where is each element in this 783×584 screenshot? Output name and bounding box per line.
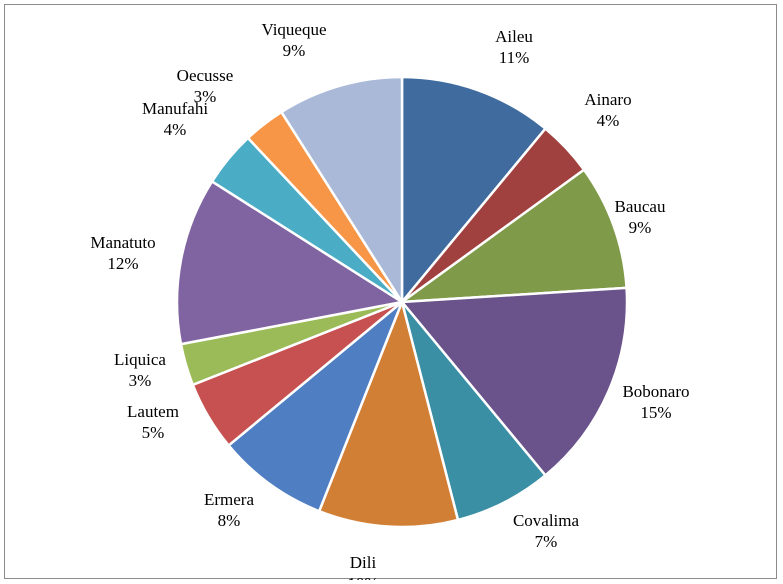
pie-slice-ermera xyxy=(227,300,404,513)
pie-slice-bobonaro xyxy=(400,286,629,477)
data-label-viqueque: Viqueque 9% xyxy=(261,20,326,60)
pie-slice-dili xyxy=(317,300,460,529)
pie-slice-baucau xyxy=(400,168,628,304)
data-label-ermera: Ermera 8% xyxy=(204,490,254,530)
pie-slice-aileu xyxy=(400,75,547,304)
data-label-manatuto: Manatuto 12% xyxy=(90,233,155,273)
pie-slice-viqueque xyxy=(280,75,404,304)
data-label-manufahi: Manufahi 4% xyxy=(142,99,208,139)
pie-labels: Aileu 11% Ainaro 4% Baucau 9% Bobonaro 15% Coval… xyxy=(90,20,689,580)
data-label-ainaro: Ainaro 4% xyxy=(584,90,631,130)
pie-chart: Aileu 11% Ainaro 4% Baucau 9% Bobonaro 15% Coval… xyxy=(90,20,689,580)
chart-frame: Aileu 11% Ainaro 4% Baucau 9% Bobonaro 15% Coval… xyxy=(4,4,777,580)
data-label-covalima: Covalima 7% xyxy=(513,511,580,551)
data-label-lautem: Lautem 5% xyxy=(127,402,179,442)
pie-slice-manatuto xyxy=(175,180,404,346)
data-label-aileu: Aileu 11% xyxy=(495,27,533,67)
data-label-liquica: Liquica 3% xyxy=(114,350,166,390)
data-label-baucau: Baucau 9% xyxy=(615,197,666,237)
pie-slices xyxy=(175,75,629,529)
data-label-dili: Dili10% xyxy=(347,553,378,580)
data-label-bobonaro: Bobonaro 15% xyxy=(622,382,689,422)
data-label-oecusse: Oecusse 3% xyxy=(177,66,234,106)
